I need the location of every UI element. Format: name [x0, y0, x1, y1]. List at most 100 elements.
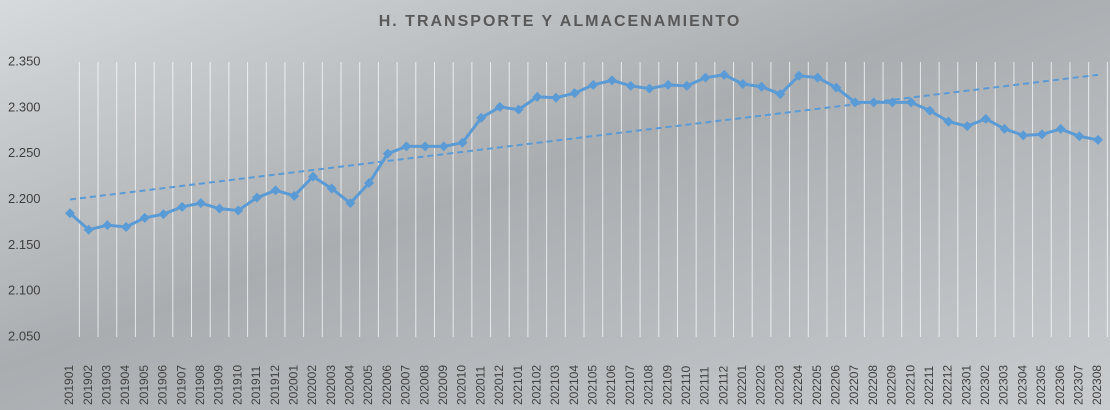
y-tick-label: 2.100: [8, 283, 41, 298]
data-point: [756, 81, 767, 92]
data-point: [924, 105, 935, 116]
x-tick-label: 201906: [156, 365, 170, 405]
x-tick-label: 201904: [118, 365, 132, 405]
x-tick-label: 202307: [1071, 365, 1085, 405]
y-tick-label: 2.150: [8, 237, 41, 252]
data-point: [494, 101, 505, 112]
x-tick-label: 201902: [81, 365, 95, 405]
y-tick-label: 2.350: [8, 53, 41, 68]
data-point: [887, 97, 898, 108]
x-tick-label: 202302: [978, 365, 992, 405]
data-point: [812, 72, 823, 83]
data-point: [775, 89, 786, 100]
data-point: [65, 208, 75, 219]
x-tick-label: 202008: [417, 365, 431, 405]
data-point: [793, 70, 804, 81]
data-point: [663, 79, 674, 90]
x-tick-label: 201908: [193, 365, 207, 405]
x-tick-label: 201910: [230, 365, 244, 405]
x-tick-label: 202210: [903, 365, 917, 405]
data-point: [401, 141, 412, 152]
y-tick-label: 2.300: [8, 99, 41, 114]
data-point: [999, 123, 1010, 134]
data-point: [457, 137, 468, 148]
data-point: [1036, 129, 1047, 140]
x-tick-label: 202201: [735, 365, 749, 405]
x-tick-label: 202304: [1015, 365, 1029, 405]
x-tick-label: 202209: [885, 365, 899, 405]
data-point: [195, 198, 206, 209]
data-point: [438, 141, 449, 152]
data-point: [607, 75, 618, 86]
y-tick-label: 2.050: [8, 328, 41, 343]
x-tick-label: 201912: [268, 365, 282, 405]
data-point: [102, 220, 113, 231]
data-point: [345, 198, 356, 209]
data-point: [1018, 130, 1029, 141]
data-point: [270, 185, 281, 196]
data-point: [121, 222, 132, 232]
x-tick-label: 202301: [959, 365, 973, 405]
data-point: [382, 148, 393, 159]
x-tick-label: 202004: [343, 365, 357, 405]
x-tick-label: 202204: [791, 365, 805, 405]
data-point: [1093, 134, 1103, 145]
x-tick-label: 202107: [623, 365, 637, 405]
data-point: [364, 178, 375, 188]
x-tick-label: 202011: [473, 366, 487, 405]
trendline: [69, 73, 1099, 201]
x-tick-label: 201909: [212, 365, 226, 405]
x-tick-label: 201911: [249, 366, 263, 405]
data-point: [326, 183, 337, 194]
data-point: [476, 112, 487, 123]
data-point: [420, 141, 431, 152]
x-tick-label: 202208: [866, 365, 880, 405]
x-tick-label: 202006: [380, 365, 394, 405]
chart-title: H. TRANSPORTE Y ALMACENAMIENTO: [379, 13, 742, 30]
x-tick-label: 202003: [324, 365, 338, 405]
data-point: [177, 201, 188, 212]
data-point: [850, 97, 861, 108]
x-tick-label: 202212: [941, 365, 955, 405]
x-tick-label: 202102: [529, 365, 543, 405]
x-tick-label: 202101: [511, 365, 525, 405]
data-point: [158, 209, 169, 220]
data-point: [1055, 123, 1066, 134]
data-point: [513, 104, 524, 115]
x-tick-label: 202205: [810, 365, 824, 405]
data-point: [139, 212, 150, 223]
x-tick-label: 202007: [399, 365, 413, 405]
data-point: [681, 80, 692, 91]
x-tick-label: 202103: [548, 365, 562, 405]
x-tick-label: 202308: [1090, 365, 1104, 405]
x-tick-label: 202202: [754, 365, 768, 405]
y-tick-label: 2.200: [8, 191, 41, 206]
x-tick-label: 202306: [1053, 365, 1067, 405]
data-point: [233, 205, 244, 216]
data-point: [980, 113, 991, 124]
data-point: [719, 69, 730, 80]
data-point: [644, 83, 655, 94]
x-tick-label: 202207: [847, 365, 861, 405]
x-tick-label: 201907: [174, 365, 188, 405]
data-point: [569, 88, 580, 99]
data-point: [700, 72, 711, 83]
x-tick-label: 202108: [642, 365, 656, 405]
x-tick-label: 202002: [305, 365, 319, 405]
x-tick-label: 201905: [137, 365, 151, 405]
x-tick-label: 202111: [698, 366, 712, 405]
data-point: [214, 203, 225, 214]
data-point: [943, 116, 954, 127]
data-point: [868, 97, 879, 108]
data-point: [588, 79, 599, 90]
y-tick-label: 2.250: [8, 145, 41, 160]
data-point: [83, 224, 94, 235]
x-tick-label: 202305: [1034, 365, 1048, 405]
x-tick-label: 202105: [586, 365, 600, 405]
data-point: [831, 82, 842, 93]
x-tick-label: 202005: [361, 365, 375, 405]
x-tick-label: 201903: [100, 365, 114, 405]
x-tick-label: 202109: [660, 365, 674, 405]
data-point: [550, 92, 561, 103]
